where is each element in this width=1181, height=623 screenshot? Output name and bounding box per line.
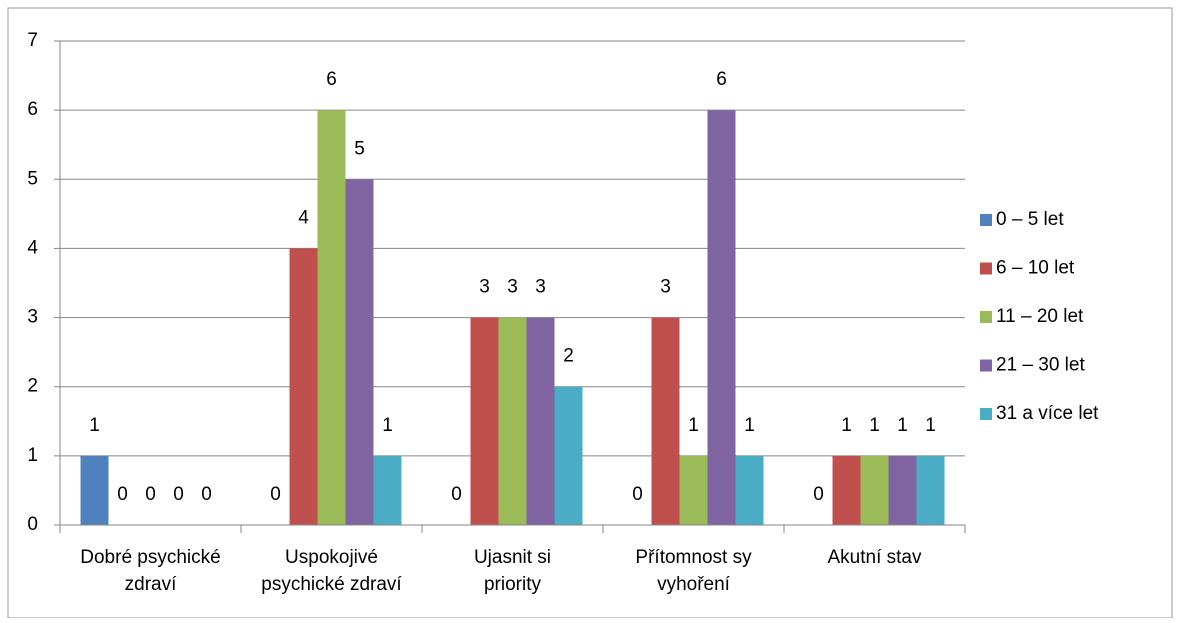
legend-label: 0 – 5 let <box>996 209 1064 230</box>
data-label: 0 <box>451 484 462 505</box>
data-label: 6 <box>716 69 727 90</box>
bar <box>80 455 109 525</box>
data-label: 0 <box>201 484 212 505</box>
legend-label: 6 – 10 let <box>996 258 1075 279</box>
y-tick-label: 5 <box>27 168 38 189</box>
legend-swatch <box>980 214 992 226</box>
y-tick-label: 6 <box>27 99 38 120</box>
data-label: 3 <box>507 277 518 298</box>
data-label: 4 <box>298 207 309 228</box>
bar <box>707 110 736 526</box>
x-tick-label: Uspokojivé psychické zdraví <box>261 547 402 595</box>
bar <box>916 455 945 525</box>
data-label: 3 <box>660 277 671 298</box>
x-tick-label: Přítomnost sy vyhoření <box>635 547 752 595</box>
legend-swatch <box>980 359 992 372</box>
data-label: 3 <box>535 277 546 298</box>
legend-label: 21 – 30 let <box>996 355 1085 376</box>
y-tick-label: 2 <box>27 376 38 397</box>
legend-swatch <box>980 311 992 323</box>
bar <box>832 455 861 525</box>
bar <box>651 317 680 525</box>
data-label: 0 <box>145 484 156 505</box>
data-label: 1 <box>897 415 908 436</box>
bar <box>679 455 708 525</box>
bar <box>554 386 583 525</box>
data-label: 6 <box>326 69 337 90</box>
bar <box>888 455 917 525</box>
data-label: 1 <box>869 415 880 436</box>
data-label: 1 <box>744 415 755 436</box>
data-label: 0 <box>270 484 281 505</box>
bar <box>860 455 889 525</box>
data-label: 0 <box>173 484 184 505</box>
bar <box>498 317 527 525</box>
legend-label: 31 a více let <box>996 403 1099 424</box>
x-tick-label: Ujasnit si priority <box>474 547 551 595</box>
data-label: 1 <box>841 415 852 436</box>
legend-label: 11 – 20 let <box>996 306 1084 327</box>
data-label: 2 <box>563 346 574 367</box>
data-label: 1 <box>688 415 699 436</box>
y-tick-label: 4 <box>27 237 38 258</box>
y-tick-label: 7 <box>27 30 38 51</box>
data-label: 0 <box>813 484 824 505</box>
data-label: 1 <box>382 415 393 436</box>
data-label: 5 <box>354 138 365 159</box>
x-tick-label: Dobré psychické zdraví <box>80 547 220 595</box>
data-label: 3 <box>479 277 490 298</box>
data-label: 0 <box>117 484 128 505</box>
data-label: 1 <box>89 415 100 436</box>
y-tick-label: 3 <box>27 307 38 328</box>
x-tick-label: Akutní stav <box>828 547 922 568</box>
bar <box>317 110 346 526</box>
bar <box>735 455 764 525</box>
bar <box>289 248 318 525</box>
data-label: 1 <box>925 415 936 436</box>
y-tick-label: 0 <box>27 514 38 535</box>
bar <box>345 179 374 526</box>
bar <box>373 455 402 525</box>
legend-swatch <box>980 262 992 275</box>
bar <box>526 317 555 525</box>
bar <box>470 317 499 525</box>
legend-swatch <box>980 408 992 420</box>
data-label: 0 <box>632 484 643 505</box>
y-tick-label: 1 <box>27 445 38 466</box>
